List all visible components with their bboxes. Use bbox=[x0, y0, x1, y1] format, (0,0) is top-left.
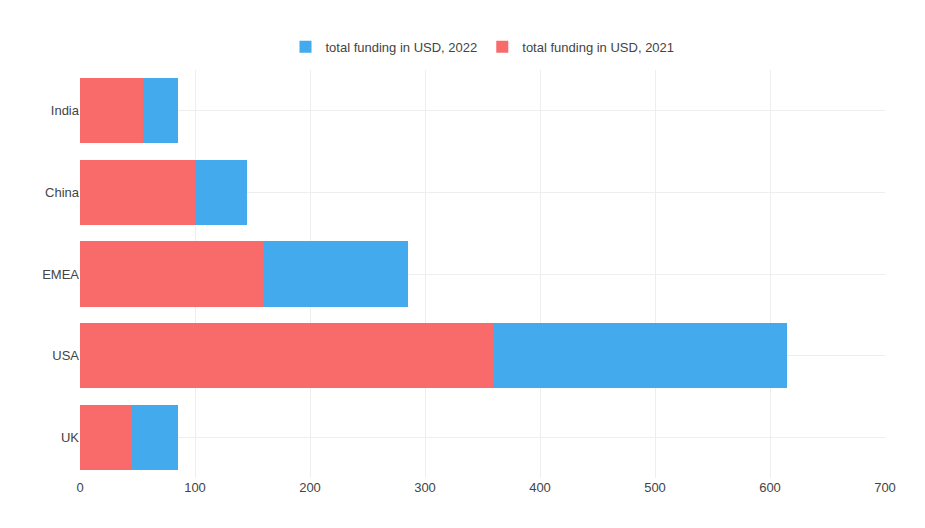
svg-text:total funding in USD, 2022: total funding in USD, 2022 bbox=[326, 40, 478, 55]
svg-text:India: India bbox=[51, 103, 80, 118]
svg-text:0: 0 bbox=[76, 480, 83, 495]
svg-text:EMEA: EMEA bbox=[42, 267, 79, 282]
svg-text:300: 300 bbox=[414, 480, 436, 495]
svg-text:total funding in USD, 2021: total funding in USD, 2021 bbox=[522, 40, 674, 55]
svg-text:400: 400 bbox=[529, 480, 551, 495]
svg-text:USA: USA bbox=[52, 348, 79, 363]
svg-text:500: 500 bbox=[644, 480, 666, 495]
svg-text:600: 600 bbox=[759, 480, 781, 495]
svg-text:700: 700 bbox=[874, 480, 896, 495]
svg-text:100: 100 bbox=[184, 480, 206, 495]
svg-text:China: China bbox=[45, 185, 80, 200]
svg-text:200: 200 bbox=[299, 480, 321, 495]
svg-text:UK: UK bbox=[61, 430, 79, 445]
